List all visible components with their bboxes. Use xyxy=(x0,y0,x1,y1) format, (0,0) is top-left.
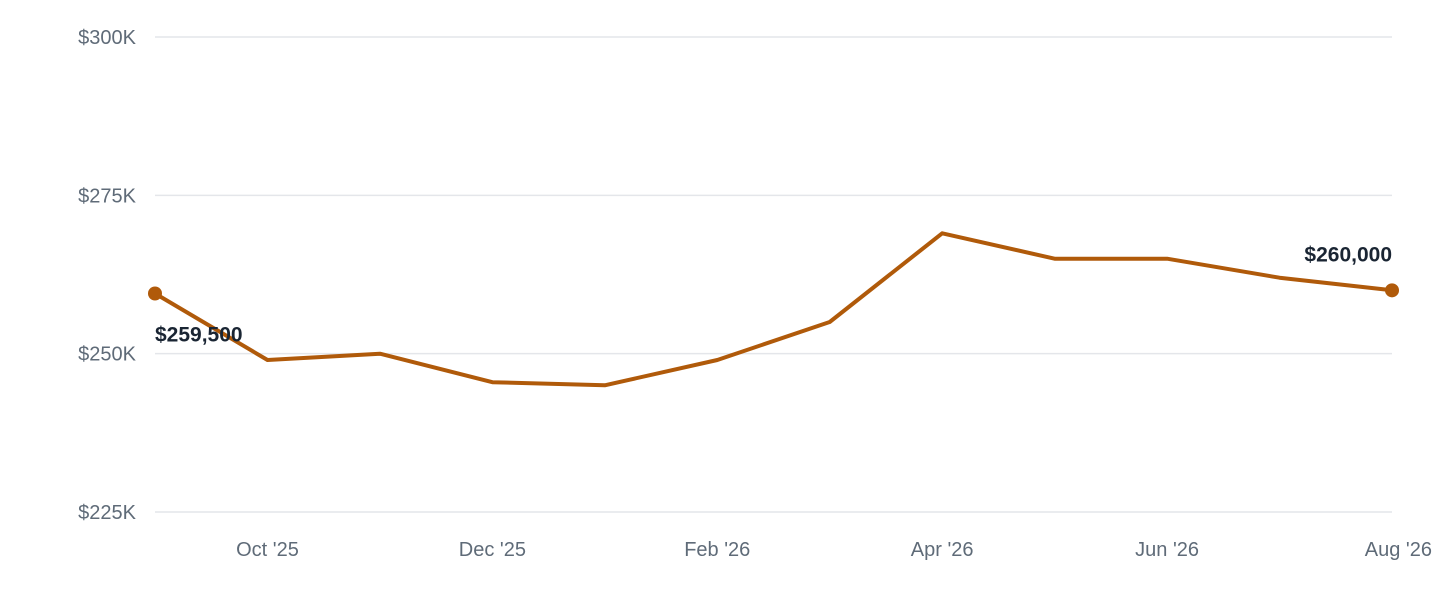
data-labels: $259,500 $260,000 xyxy=(155,243,1392,346)
gridlines xyxy=(155,36,1392,513)
y-tick-label: $225K xyxy=(78,502,136,524)
data-point-marker xyxy=(148,286,162,301)
x-tick-label: Apr '26 xyxy=(911,539,974,561)
y-axis-tick-labels: $225K $250K $275K $300K xyxy=(78,27,136,524)
y-tick-label: $250K xyxy=(78,344,136,366)
series-lines xyxy=(153,231,1394,388)
x-tick-label: Dec '25 xyxy=(459,539,526,561)
x-tick-label: Aug '26 xyxy=(1365,539,1432,561)
y-tick-label: $300K xyxy=(78,27,136,49)
data-point-marker xyxy=(1385,283,1399,298)
x-tick-label: Feb '26 xyxy=(684,539,750,561)
data-label: $259,500 xyxy=(155,324,243,347)
y-tick-label: $275K xyxy=(78,185,136,207)
x-tick-label: Oct '25 xyxy=(236,539,299,561)
x-tick-label: Jun '26 xyxy=(1135,539,1199,561)
x-axis-tick-labels: Oct '25 Dec '25 Feb '26 Apr '26 Jun '26 Aug '… xyxy=(236,539,1432,561)
series-line-0 xyxy=(153,231,1394,388)
series-points xyxy=(148,283,1399,301)
data-label: $260,000 xyxy=(1304,243,1392,266)
